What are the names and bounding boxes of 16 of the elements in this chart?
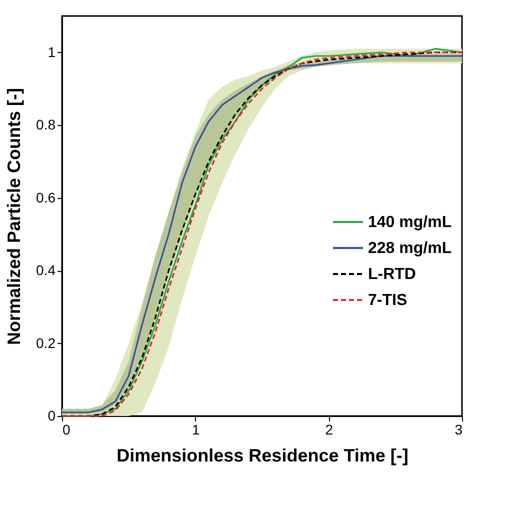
x-tick-label: 1 (192, 422, 200, 438)
y-tick-label: 0.4 (36, 262, 56, 278)
y-axis-title: Normalized Particle Counts [-] (4, 88, 24, 346)
x-axis-title: Dimensionless Residence Time [-] (116, 446, 408, 466)
y-tick-label: 0.6 (36, 189, 56, 206)
legend-label: 140 mg/mL (368, 214, 452, 231)
y-tick-label: 0.8 (36, 116, 56, 133)
y-tick-label: 1 (48, 44, 56, 60)
x-tick-label: 2 (325, 422, 334, 438)
legend-label: 7-TIS (368, 292, 408, 309)
y-tick-label: 0.2 (36, 334, 56, 351)
legend-label: 228 mg/mL (368, 240, 452, 257)
x-tick-label: 3 (454, 422, 463, 438)
x-tick-label: 0 (62, 422, 70, 438)
legend-label: L-RTD (368, 266, 416, 283)
y-tick-label: 0 (48, 408, 56, 424)
